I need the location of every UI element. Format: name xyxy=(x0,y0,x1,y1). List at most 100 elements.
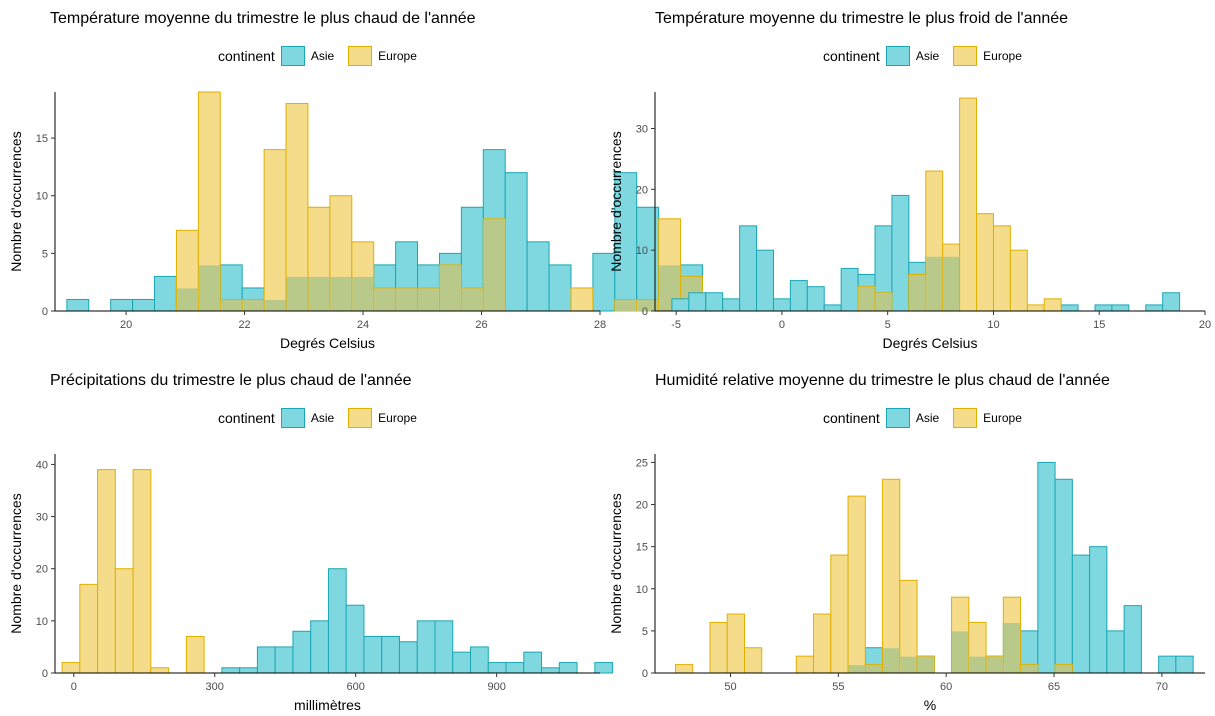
bar-asia xyxy=(239,667,258,674)
bar-overlap xyxy=(483,219,505,311)
bar-europe xyxy=(976,213,994,312)
y-tick-label: 15 xyxy=(36,133,48,145)
legend-label-asia: Asie xyxy=(915,411,940,425)
bar-asia xyxy=(1054,478,1073,674)
bar-asia xyxy=(345,604,365,674)
y-axis-label: Nombre d'occurrences xyxy=(8,131,24,271)
legend-title: continent xyxy=(218,410,275,426)
bar-overlap xyxy=(242,299,264,311)
x-tick-label: 20 xyxy=(1199,319,1211,331)
x-tick-label: 300 xyxy=(206,681,224,693)
legend-label-asia: Asie xyxy=(915,49,940,63)
y-tick-label: 40 xyxy=(36,459,48,471)
bar-overlap xyxy=(308,276,330,311)
bar-asia xyxy=(381,636,400,674)
bar-overlap xyxy=(286,276,308,311)
bar-asia xyxy=(416,620,436,674)
x-tick-label: 15 xyxy=(1093,319,1105,331)
legend-title: continent xyxy=(823,48,880,64)
bar-overlap xyxy=(917,656,934,673)
bar-asia xyxy=(823,304,842,312)
y-tick-label: 20 xyxy=(636,500,648,512)
legend: continent Asie Europe xyxy=(218,46,431,66)
chart-title: Température moyenne du trimestre le plus… xyxy=(50,10,476,27)
bar-asia xyxy=(688,292,707,312)
x-tick-label: 70 xyxy=(1156,681,1168,693)
bar-overlap xyxy=(883,648,900,673)
y-tick-label: 20 xyxy=(36,564,48,576)
bar-overlap xyxy=(198,265,220,311)
bar-europe xyxy=(1043,298,1062,312)
bar-overlap xyxy=(848,665,865,673)
bar-asia xyxy=(1106,630,1125,674)
bar-asia xyxy=(470,646,489,674)
bar-asia xyxy=(110,298,134,312)
x-tick-label: 55 xyxy=(832,681,844,693)
bar-asia xyxy=(806,286,825,312)
bar-overlap xyxy=(220,299,242,311)
legend-key-europe xyxy=(348,46,373,66)
x-tick-label: 0 xyxy=(71,681,77,693)
bar-asia xyxy=(1071,554,1091,674)
bar-overlap xyxy=(969,656,986,673)
x-tick-label: 0 xyxy=(779,319,785,331)
legend: continent Asie Europe xyxy=(218,408,431,428)
bar-asia xyxy=(256,646,276,674)
bar-europe xyxy=(726,613,745,674)
bar-overlap xyxy=(865,665,883,673)
legend-label-europe: Europe xyxy=(983,49,1022,63)
bar-overlap xyxy=(1021,665,1038,673)
bar-overlap xyxy=(264,299,286,311)
x-tick-label: 22 xyxy=(238,319,250,331)
bar-asia xyxy=(292,630,312,674)
x-axis-label: Degrés Celsius xyxy=(883,335,978,351)
legend-key-asia xyxy=(885,408,910,428)
bar-asia xyxy=(558,662,578,674)
x-tick-label: 5 xyxy=(885,319,891,331)
bar-europe xyxy=(882,478,901,674)
legend-label-europe: Europe xyxy=(378,49,417,63)
x-tick-label: 10 xyxy=(987,319,999,331)
legend-key-asia xyxy=(280,408,305,428)
x-axis-label: millimètres xyxy=(294,697,361,713)
legend-key-europe xyxy=(953,408,978,428)
bar-overlap xyxy=(461,288,483,311)
x-axis-label: Degrés Celsius xyxy=(280,335,375,351)
bar-asia xyxy=(66,298,90,312)
y-tick-label: 5 xyxy=(642,626,648,638)
legend-key-asia xyxy=(280,46,305,66)
bar-europe xyxy=(830,554,849,674)
bar-asia xyxy=(840,267,859,312)
bar-overlap xyxy=(1003,622,1021,673)
bar-overlap xyxy=(176,288,198,311)
bar-europe xyxy=(992,225,1011,312)
bar-asia xyxy=(505,662,525,674)
bar-asia xyxy=(1060,304,1079,312)
legend-label-asia: Asie xyxy=(310,411,335,425)
y-tick-label: 20 xyxy=(636,184,648,196)
bar-overlap xyxy=(615,299,637,311)
bar-overlap xyxy=(858,287,875,311)
y-axis-label: Nombre d'occurrences xyxy=(608,131,624,271)
histogram-plot: 20 22 24 26 28 0 5 10 15 Degrés Celsius Nombre d'o… xyxy=(8,91,703,351)
bar-overlap xyxy=(352,276,374,311)
legend-label-europe: Europe xyxy=(378,411,417,425)
y-tick-label: 5 xyxy=(42,248,48,260)
bar-asia xyxy=(722,298,741,312)
legend-title: continent xyxy=(823,410,880,426)
legend-label-asia: Asie xyxy=(310,49,335,63)
bar-europe xyxy=(150,667,170,674)
y-tick-label: 0 xyxy=(42,306,48,318)
bar-asia xyxy=(756,249,774,312)
legend: continent Asie Europe xyxy=(823,46,1036,66)
bar-asia xyxy=(1162,292,1181,312)
bar-asia xyxy=(1037,461,1056,674)
bar-europe xyxy=(1009,249,1028,312)
bar-overlap xyxy=(909,275,926,311)
y-tick-label: 0 xyxy=(642,306,648,318)
y-tick-label: 25 xyxy=(636,457,648,469)
bar-europe xyxy=(61,662,81,674)
chart-title: Précipitations du trimestre le plus chau… xyxy=(50,372,412,389)
bar-asia xyxy=(327,568,347,674)
bar-asia xyxy=(705,292,724,312)
